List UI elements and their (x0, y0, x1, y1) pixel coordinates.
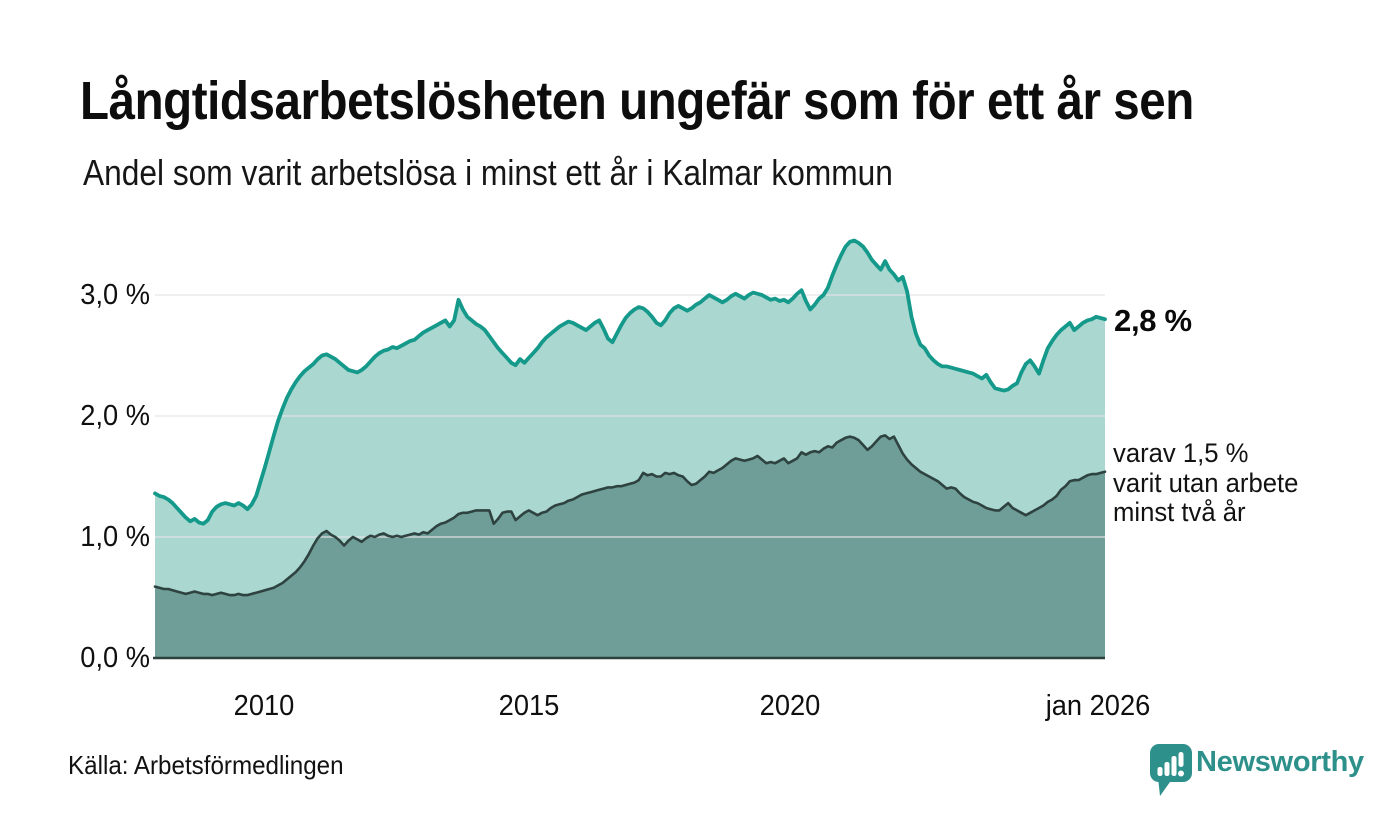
y-tick-2: 2,0 % (80, 400, 150, 432)
x-tick-2015: 2015 (498, 690, 560, 722)
newsworthy-logo: Newsworthy (1148, 742, 1364, 798)
x-tick-2020: 2020 (759, 690, 821, 722)
secondary-label-line1: varav 1,5 % (1113, 438, 1249, 468)
line-two-year (153, 434, 1107, 597)
newsworthy-icon (1150, 744, 1192, 796)
line-one-year (153, 238, 1107, 526)
source-attribution: Källa: Arbetsförmedlingen (68, 750, 344, 780)
area-fill-two-year (155, 435, 1105, 658)
y-tick-0: 0,0 % (80, 642, 150, 674)
x-tick-jan-2026: jan 2026 (1045, 690, 1151, 722)
x-tick-2010: 2010 (233, 690, 295, 722)
y-tick-3: 3,0 % (80, 279, 150, 311)
page-title: Långtidsarbetslösheten ungefär som för e… (80, 71, 1194, 131)
secondary-label-line2: varit utan arbete (1113, 467, 1299, 498)
gridlines (155, 294, 1105, 538)
secondary-label-line3: minst två år (1113, 497, 1246, 527)
chart-subtitle: Andel som varit arbetslösa i minst ett å… (83, 152, 893, 193)
newsworthy-wordmark: Newsworthy (1196, 746, 1364, 778)
latest-value-label: 2,8 % (1114, 303, 1192, 338)
secondary-value-label: varav 1,5 % varit utan arbete minst två … (1113, 438, 1299, 528)
y-tick-1: 1,0 % (80, 521, 150, 553)
